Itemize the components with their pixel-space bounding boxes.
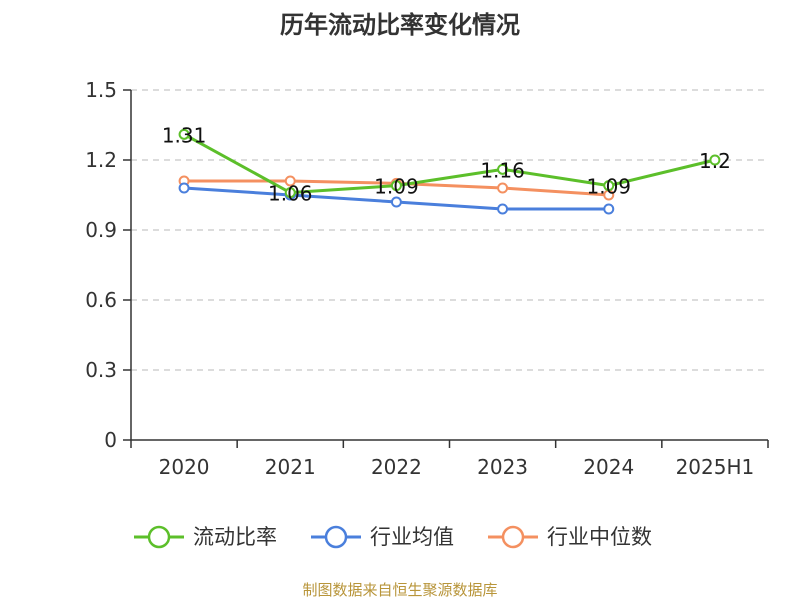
- legend-item-3[interactable]: 行业中位数: [488, 525, 652, 549]
- data-label: 1.06: [268, 182, 313, 206]
- data-point: [603, 203, 615, 215]
- data-point: [284, 175, 296, 187]
- data-point: [497, 182, 509, 194]
- source-note: 制图数据来自恒生聚源数据库: [302, 581, 497, 599]
- data-point: [709, 154, 721, 166]
- data-point: [497, 203, 509, 215]
- data-point: [390, 196, 402, 208]
- legend-item-1[interactable]: 流动比率: [134, 525, 277, 549]
- x-tick-label: 2025H1: [676, 455, 755, 479]
- x-tick-label: 2021: [265, 455, 316, 479]
- x-tick-label: 2022: [371, 455, 422, 479]
- data-point: [603, 180, 615, 192]
- data-point: [390, 180, 402, 192]
- plot-area: [178, 128, 721, 215]
- x-tick-label: 2020: [159, 455, 210, 479]
- legend-marker: [147, 525, 171, 549]
- legend-label: 流动比率: [193, 525, 277, 549]
- legend-item-2[interactable]: 行业均值: [311, 525, 454, 549]
- y-tick-label: 0: [104, 428, 117, 452]
- data-point: [178, 128, 190, 140]
- legend-label: 行业中位数: [547, 525, 652, 549]
- y-tick-label: 0.3: [85, 358, 117, 382]
- y-tick-label: 1.5: [85, 78, 117, 102]
- data-point: [497, 163, 509, 175]
- data-label: 1.16: [480, 158, 525, 182]
- legend-marker: [501, 525, 525, 549]
- data-label: 1.09: [374, 175, 419, 199]
- y-tick-label: 1.2: [85, 148, 117, 172]
- series-line-1: [183, 133, 716, 195]
- legend[interactable]: 流动比率 行业均值 行业中位数: [134, 525, 652, 549]
- grid-lines: [131, 89, 768, 371]
- y-tick-label: 0.6: [85, 288, 117, 312]
- chart-title: 历年流动比率变化情况: [280, 11, 520, 39]
- legend-label: 行业均值: [370, 525, 454, 549]
- data-labels: 1.31 1.06 1.09 1.16 1.09 1.2: [162, 123, 731, 205]
- x-tick-label: 2023: [477, 455, 528, 479]
- y-tick-label: 0.9: [85, 218, 117, 242]
- data-label: 1.09: [586, 175, 631, 199]
- axes: 0 0.3 0.6 0.9 1.2 1.5 2020 2021 2022 2023 2024 2025…: [85, 78, 769, 479]
- data-label: 1.31: [162, 123, 207, 147]
- data-point: [178, 182, 190, 194]
- data-point: [284, 187, 296, 199]
- data-label: 1.2: [699, 149, 731, 173]
- x-tick-label: 2024: [583, 455, 634, 479]
- legend-marker: [324, 525, 348, 549]
